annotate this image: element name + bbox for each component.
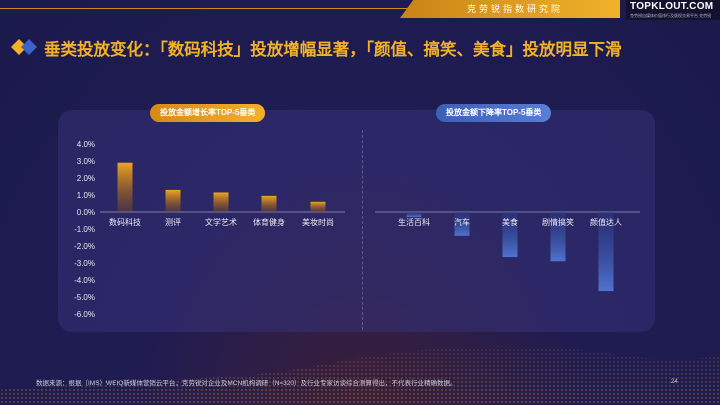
bar (406, 212, 422, 218)
logo-subtitle: 克劳锐自媒体价值排行及版权交易平台 克劳锐 (630, 13, 712, 18)
y-tick-label: -3.0% (74, 259, 95, 268)
bar (502, 212, 518, 258)
logo-box (626, 0, 720, 20)
particle-wave-decoration (0, 346, 720, 405)
y-tick-label: -2.0% (74, 242, 95, 251)
bar (165, 189, 181, 212)
top-bar: 克劳锐指数研究院 TOPKLOUT.COM 克劳锐自媒体价值排行及版权交易平台 … (0, 0, 720, 22)
data-source-note: 数据来源：根据（IMS）WEIQ新媒体营销云平台，克劳锐对企业及MCN机构调研（… (36, 380, 457, 387)
y-tick-label: 0.0% (77, 208, 95, 217)
bar (213, 192, 229, 212)
page-number: 24 (671, 379, 678, 385)
bar (117, 162, 133, 212)
brand-band (400, 0, 620, 18)
category-label: 汽车 (454, 217, 470, 227)
category-label: 美妆时尚 (302, 217, 334, 227)
y-tick-label: 1.0% (77, 191, 95, 200)
bar (310, 201, 326, 212)
top-rule (0, 8, 420, 9)
category-label: 文学艺术 (205, 217, 237, 227)
y-tick-label: 3.0% (77, 157, 95, 166)
logo: TOPKLOUT.COM (630, 1, 714, 12)
category-label: 颜值达人 (590, 217, 622, 227)
y-tick-label: 4.0% (77, 140, 95, 149)
y-tick-label: -6.0% (74, 310, 95, 319)
bar (550, 212, 566, 262)
bar (261, 195, 277, 212)
category-label: 测评 (165, 218, 181, 227)
y-tick-label: -4.0% (74, 276, 95, 285)
bar (598, 212, 614, 292)
panel-divider (362, 130, 363, 330)
category-label: 体育健身 (253, 217, 285, 227)
brand-name: 克劳锐指数研究院 (466, 4, 563, 14)
y-tick-label: -5.0% (74, 293, 95, 302)
bar (454, 212, 470, 236)
decrease-top5-label: 投放金额下降率TOP-5垂类 (436, 104, 552, 122)
y-tick-label: 2.0% (77, 174, 95, 183)
category-label: 美食 (502, 217, 518, 227)
page-title: 垂类投放变化：「数码科技」投放增幅显著，「颜值、搞笑、美食」投放明显下滑 (44, 41, 622, 59)
diamond-icon (11, 39, 37, 55)
category-label: 数码科技 (109, 217, 141, 227)
increase-top5-label: 投放金额增长率TOP-5垂类 (150, 104, 266, 122)
category-label: 剧情搞笑 (542, 217, 574, 227)
category-label: 生活百科 (398, 217, 430, 227)
y-tick-label: -1.0% (74, 225, 95, 234)
